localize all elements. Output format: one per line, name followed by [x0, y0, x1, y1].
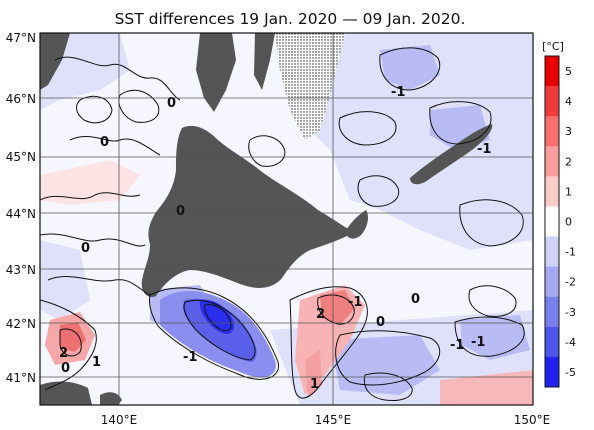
map-area: 0 0 0 0 0 -1 -1 -1 -1 -1 2 -1 0 2 1 0 1 — [40, 33, 533, 405]
contour-label: 0 — [81, 241, 90, 256]
contour-label: -1 — [183, 350, 197, 365]
colorbar-tick-label: -2 — [565, 276, 576, 289]
land-masses — [40, 33, 493, 405]
colorbar-tick-label: -3 — [565, 306, 576, 319]
map-frame — [39, 32, 534, 406]
contour-label: 0 — [376, 315, 385, 330]
colorbar-tick-label: 5 — [565, 65, 572, 78]
colorbar-unit: [°C] — [542, 40, 564, 53]
colorbar-swatch — [545, 56, 559, 87]
colorbar-swatches — [544, 55, 560, 388]
map-title: SST differences 19 Jan. 2020 — 09 Jan. 2… — [115, 10, 466, 28]
graticule — [40, 33, 533, 405]
colorbar-swatch — [545, 206, 559, 238]
colorbar-tick-label: 1 — [565, 185, 572, 198]
colorbar-swatch — [545, 236, 559, 268]
colorbar-swatch — [545, 86, 559, 117]
contour-label: -1 — [391, 85, 405, 100]
lat-label-45: 45°N — [6, 150, 36, 164]
lat-label-46: 46°N — [6, 92, 36, 106]
contour-label: 0 — [167, 96, 176, 111]
lon-label-145: 145°E — [315, 413, 352, 427]
contour-label: 0 — [176, 204, 185, 219]
contour-label: 0 — [100, 135, 109, 150]
contour-label: -1 — [471, 335, 485, 350]
colorbar-ticks: 5 4 3 2 1 0 -1 -2 -3 -4 -5 — [565, 65, 576, 379]
contour-label: -1 — [348, 295, 362, 310]
colorbar-frame — [544, 55, 560, 388]
colorbar-swatch — [545, 146, 559, 177]
sea-ice-region — [275, 33, 345, 140]
contour-labels: 0 0 0 0 0 -1 -1 -1 -1 -1 2 -1 0 2 1 0 1 — [59, 85, 491, 392]
lat-label-47: 47°N — [6, 31, 36, 45]
colorbar-tick-label: 2 — [565, 155, 572, 168]
colorbar-swatch — [545, 116, 559, 147]
contour-label: -1 — [450, 338, 464, 353]
latitude-labels: 47°N 46°N 45°N 44°N 43°N 42°N 41°N — [6, 31, 36, 385]
colorbar-tick-label: 0 — [565, 216, 572, 229]
colorbar-swatch — [545, 176, 559, 207]
lon-label-140: 140°E — [101, 413, 138, 427]
contour-lines — [40, 47, 525, 401]
longitude-labels: 140°E 145°E 150°E — [101, 413, 551, 427]
colorbar-swatch — [545, 266, 559, 298]
colorbar-tick-label: 3 — [565, 125, 572, 138]
colorbar: [°C] 5 4 3 2 1 0 -1 -2 -3 -4 -5 — [542, 40, 576, 388]
colorbar-swatch — [545, 296, 559, 328]
lat-label-41: 41°N — [6, 371, 36, 385]
colorbar-tick-label: -1 — [565, 246, 576, 259]
contour-label: 2 — [59, 346, 68, 361]
lat-label-42: 42°N — [6, 317, 36, 331]
contour-label: -1 — [477, 142, 491, 157]
contour-label: 0 — [411, 292, 420, 307]
colorbar-swatch — [545, 326, 559, 358]
contour-label: 0 — [61, 361, 70, 376]
contour-label: 2 — [316, 307, 325, 322]
contour-label: 1 — [92, 355, 101, 370]
cool-anomaly-strong — [160, 291, 276, 378]
lon-label-150: 150°E — [514, 413, 551, 427]
lat-label-43: 43°N — [6, 263, 36, 277]
colorbar-tick-label: -4 — [565, 336, 576, 349]
colorbar-tick-label: 4 — [565, 95, 572, 108]
lat-label-44: 44°N — [6, 207, 36, 221]
colorbar-tick-label: -5 — [565, 366, 576, 379]
contour-label: 1 — [310, 377, 319, 392]
colorbar-swatch — [545, 356, 559, 388]
